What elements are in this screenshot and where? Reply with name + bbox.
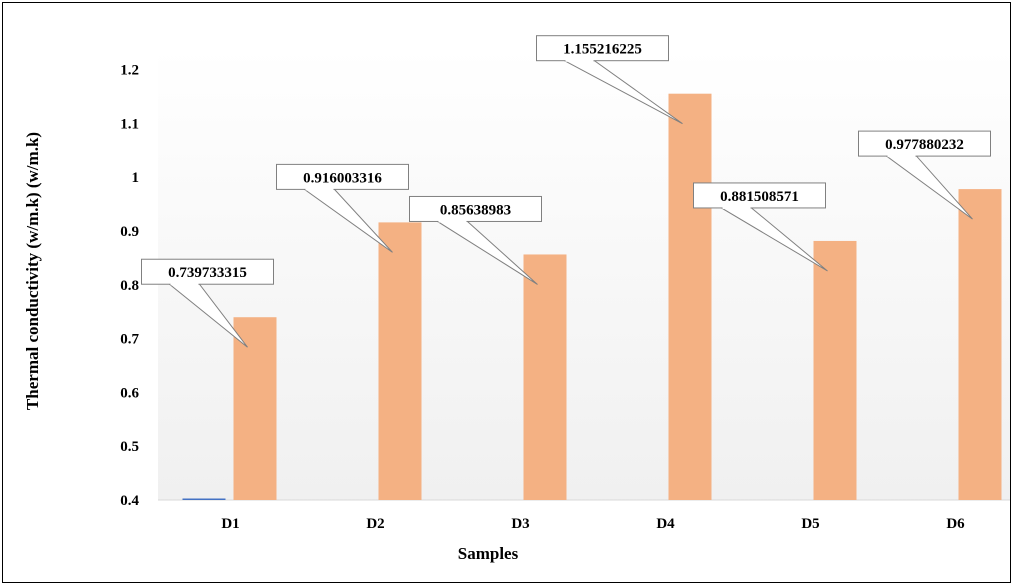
x-tick-label: D6 [946, 516, 965, 532]
y-axis-title: Thermal conductivity (w/m.k) (w/m.k) [23, 132, 42, 410]
data-label-d6: 0.977880232 [885, 137, 964, 153]
y-tick-label: 1 [132, 170, 140, 186]
x-tick-label: D2 [366, 516, 384, 532]
bar-series1-d1 [182, 498, 226, 500]
bar-series2-d1 [233, 317, 277, 500]
data-label-d1: 0.739733315 [168, 265, 247, 281]
x-tick-label: D4 [656, 516, 675, 532]
data-label-d2: 0.916003316 [303, 170, 382, 186]
data-label-box [141, 258, 274, 285]
x-tick-label: D3 [511, 516, 529, 532]
x-tick-label: D5 [801, 516, 819, 532]
data-label-box [693, 182, 826, 209]
y-tick-label: 0.6 [120, 385, 139, 401]
y-tick-label: 0.8 [120, 278, 139, 294]
x-axis-title: Samples [458, 544, 519, 563]
data-label-d5: 0.881508571 [720, 189, 799, 205]
bar-series2-d6 [958, 189, 1002, 500]
data-label-box [858, 130, 991, 157]
y-tick-label: 0.4 [120, 493, 139, 509]
data-label-box [276, 163, 409, 190]
y-tick-label: 1.2 [120, 63, 139, 79]
data-label-box [536, 35, 669, 62]
y-tick-label: 0.5 [120, 439, 139, 455]
y-tick-label: 0.9 [120, 224, 139, 240]
x-tick-label: D1 [221, 516, 239, 532]
bar-chart: 0.4 0.5 0.6 0.7 0.8 0.9 1 1.1 1.2 D1 D2 D3 D4 D5 D6 0… [23, 35, 1010, 563]
bar-series2-d2 [378, 222, 422, 501]
bar-series2-d3 [523, 254, 567, 500]
data-label-d4: 1.155216225 [563, 42, 642, 58]
plot-area [158, 48, 1010, 500]
y-tick-label: 0.7 [120, 332, 139, 348]
data-label-d3: 0.85638983 [440, 202, 511, 218]
data-label-box [409, 195, 542, 222]
y-tick-label: 1.1 [120, 116, 139, 132]
bar-series2-d4 [668, 93, 712, 501]
bar-series2-d5 [813, 240, 857, 500]
